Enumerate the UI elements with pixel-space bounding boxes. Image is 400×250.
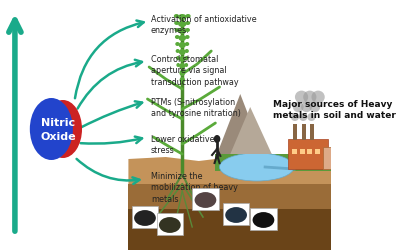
Ellipse shape: [185, 36, 190, 40]
Bar: [293, 124, 298, 140]
FancyBboxPatch shape: [132, 206, 158, 228]
Ellipse shape: [179, 43, 186, 49]
Ellipse shape: [174, 15, 179, 19]
Ellipse shape: [299, 114, 307, 122]
Ellipse shape: [184, 64, 188, 68]
Ellipse shape: [178, 36, 186, 42]
Ellipse shape: [44, 100, 82, 158]
Text: Activation of antioxidative
enzymes.: Activation of antioxidative enzymes.: [151, 15, 256, 35]
Ellipse shape: [220, 154, 294, 181]
Ellipse shape: [186, 15, 191, 19]
Bar: [300, 150, 305, 154]
Ellipse shape: [179, 71, 185, 77]
Ellipse shape: [185, 50, 189, 54]
Ellipse shape: [179, 57, 186, 63]
Circle shape: [214, 136, 220, 143]
Ellipse shape: [310, 102, 320, 113]
Ellipse shape: [185, 57, 188, 61]
Polygon shape: [128, 157, 331, 250]
Ellipse shape: [185, 43, 189, 47]
FancyBboxPatch shape: [223, 203, 249, 225]
Ellipse shape: [303, 91, 316, 104]
Ellipse shape: [293, 102, 304, 113]
FancyBboxPatch shape: [156, 213, 183, 235]
Ellipse shape: [30, 98, 73, 160]
Bar: [323, 148, 331, 169]
Text: Minimize the
mobilization of heavy
metals: Minimize the mobilization of heavy metal…: [151, 171, 238, 203]
Ellipse shape: [312, 91, 325, 104]
Ellipse shape: [176, 57, 180, 61]
Ellipse shape: [176, 50, 180, 54]
Ellipse shape: [307, 114, 316, 122]
Ellipse shape: [291, 114, 299, 122]
Ellipse shape: [180, 78, 185, 84]
Ellipse shape: [159, 217, 181, 233]
Ellipse shape: [174, 22, 179, 26]
Polygon shape: [215, 154, 331, 171]
Bar: [307, 150, 312, 154]
Ellipse shape: [176, 64, 180, 68]
Bar: [292, 150, 298, 154]
Text: Control stomatal
aperture via signal
transduction pathway: Control stomatal aperture via signal tra…: [151, 55, 238, 86]
Ellipse shape: [134, 210, 156, 226]
Ellipse shape: [194, 192, 216, 208]
Ellipse shape: [252, 212, 274, 228]
FancyBboxPatch shape: [250, 208, 277, 230]
Ellipse shape: [179, 64, 185, 70]
Ellipse shape: [225, 207, 247, 223]
Ellipse shape: [301, 102, 312, 113]
Text: PTMs (S-nitrosylation
and tyrosine nitration): PTMs (S-nitrosylation and tyrosine nitra…: [151, 98, 241, 118]
Ellipse shape: [185, 22, 190, 26]
Text: Nitric
Oxide: Nitric Oxide: [40, 118, 76, 141]
Polygon shape: [217, 94, 264, 154]
Polygon shape: [128, 184, 331, 250]
Ellipse shape: [179, 50, 186, 56]
Bar: [315, 150, 320, 154]
Ellipse shape: [185, 29, 190, 33]
Ellipse shape: [178, 15, 187, 21]
Bar: [310, 124, 314, 140]
Text: Lower oxidative
stress: Lower oxidative stress: [151, 134, 214, 155]
Ellipse shape: [175, 36, 180, 40]
Ellipse shape: [175, 43, 180, 47]
Bar: [288, 140, 328, 169]
Ellipse shape: [174, 29, 179, 33]
Ellipse shape: [295, 91, 308, 104]
FancyBboxPatch shape: [192, 188, 219, 210]
Bar: [302, 124, 306, 140]
Ellipse shape: [178, 22, 186, 28]
Polygon shape: [230, 108, 272, 154]
Polygon shape: [128, 209, 331, 250]
Text: Major sources of Heavy
metals in soil and water: Major sources of Heavy metals in soil an…: [273, 99, 396, 120]
Ellipse shape: [178, 29, 186, 35]
